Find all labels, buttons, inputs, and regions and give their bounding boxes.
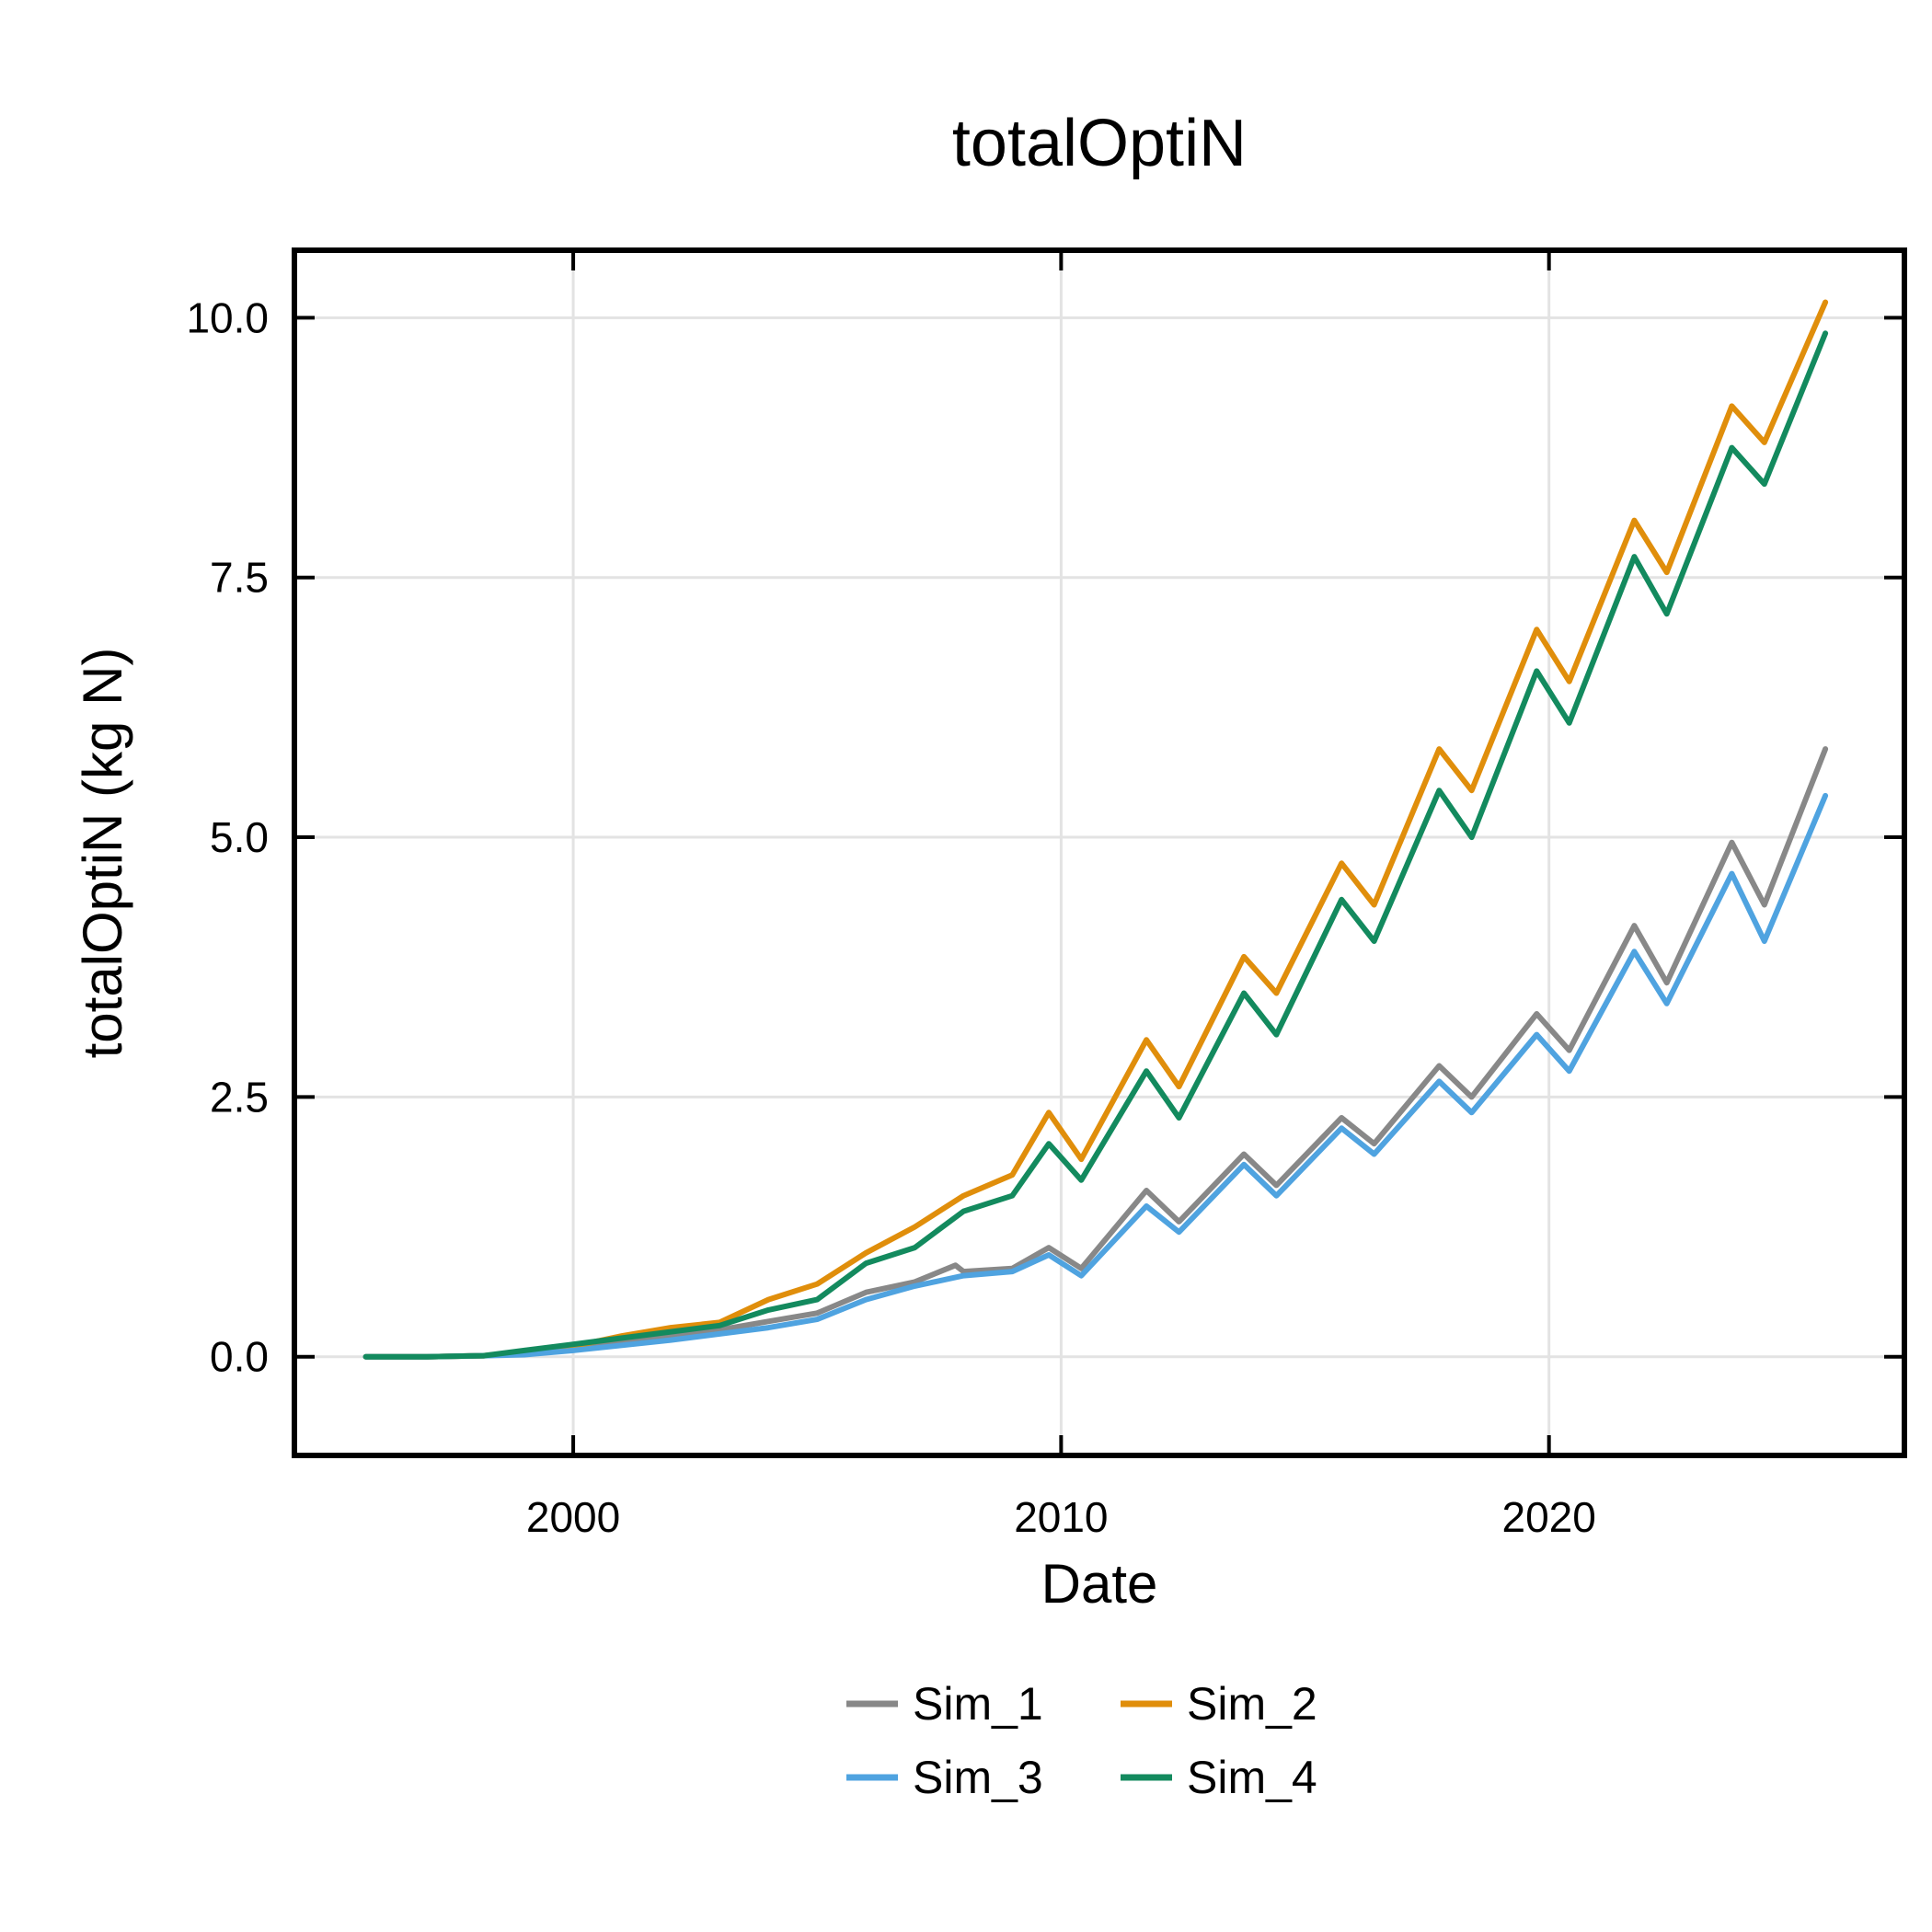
legend-label: Sim_4 bbox=[1187, 1752, 1317, 1803]
legend-item: Sim_4 bbox=[1121, 1752, 1317, 1803]
legend-item: Sim_1 bbox=[846, 1678, 1043, 1730]
x-axis-title: Date bbox=[1041, 1553, 1158, 1615]
y-axis-title: totalOptiN (kg N) bbox=[72, 648, 133, 1059]
grid-layer bbox=[294, 250, 1904, 1455]
x-tick-label: 2000 bbox=[526, 1493, 620, 1541]
y-tick-label: 2.5 bbox=[210, 1073, 269, 1121]
legend-item: Sim_3 bbox=[846, 1752, 1043, 1803]
chart-title: totalOptiN bbox=[952, 107, 1247, 180]
legend-item: Sim_2 bbox=[1121, 1678, 1317, 1730]
series-layer bbox=[362, 299, 1829, 1360]
y-tick-label: 5.0 bbox=[210, 813, 269, 861]
series-line-sim-3 bbox=[362, 792, 1829, 1360]
series-line-sim-4 bbox=[362, 330, 1829, 1360]
legend: Sim_1 Sim_2 Sim_3 Sim_4 bbox=[846, 1678, 1317, 1803]
ticks-layer: 2000 2010 2020 0.0 2.5 5.0 7.5 10.0 bbox=[186, 250, 1904, 1541]
legend-label: Sim_1 bbox=[913, 1678, 1043, 1730]
y-tick-label: 7.5 bbox=[210, 554, 269, 602]
y-tick-label: 10.0 bbox=[186, 293, 269, 341]
plot-frame bbox=[292, 247, 1907, 1458]
legend-label: Sim_2 bbox=[1187, 1678, 1317, 1730]
legend-label: Sim_3 bbox=[913, 1752, 1043, 1803]
x-tick-label: 2010 bbox=[1014, 1493, 1108, 1541]
x-tick-label: 2020 bbox=[1502, 1493, 1596, 1541]
y-tick-label: 0.0 bbox=[210, 1333, 269, 1381]
